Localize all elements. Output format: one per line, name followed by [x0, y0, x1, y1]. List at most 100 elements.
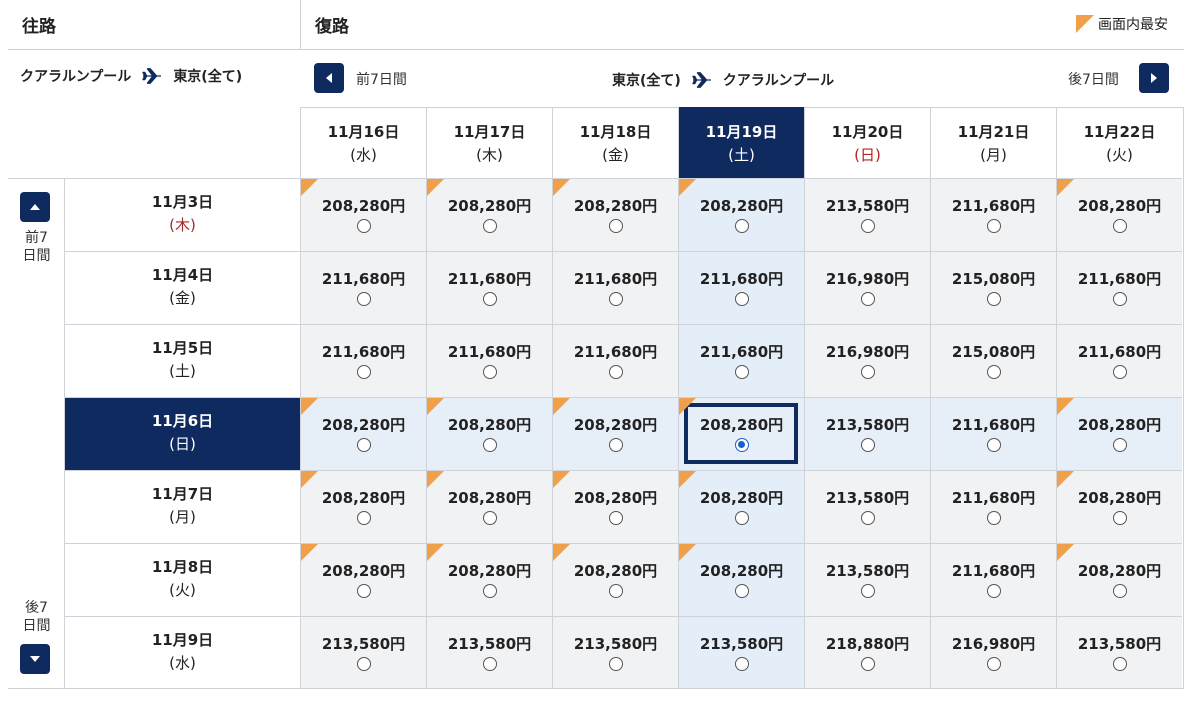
- fare-cell[interactable]: 211,680円: [426, 251, 552, 324]
- fare-radio[interactable]: [734, 219, 749, 233]
- fare-cell[interactable]: 211,680円: [300, 251, 426, 324]
- fare-radio[interactable]: [860, 657, 875, 671]
- fare-cell[interactable]: 208,280円: [426, 178, 552, 251]
- fare-cell[interactable]: 213,580円: [804, 470, 930, 543]
- fare-radio[interactable]: [356, 657, 371, 671]
- fare-radio[interactable]: [608, 292, 623, 306]
- fare-radio[interactable]: [860, 365, 875, 379]
- fare-cell[interactable]: 208,280円: [1056, 397, 1182, 470]
- fare-cell[interactable]: 213,580円: [426, 616, 552, 689]
- fare-cell[interactable]: 208,280円: [678, 543, 804, 616]
- fare-radio[interactable]: [482, 438, 497, 452]
- fare-radio[interactable]: [608, 511, 623, 525]
- fare-radio[interactable]: [986, 219, 1001, 233]
- fare-cell[interactable]: 213,580円: [300, 616, 426, 689]
- fare-cell[interactable]: 216,980円: [930, 616, 1056, 689]
- fare-cell[interactable]: 208,280円: [678, 178, 804, 251]
- fare-cell[interactable]: 208,280円: [300, 470, 426, 543]
- fare-radio[interactable]: [734, 511, 749, 525]
- fare-radio[interactable]: [482, 292, 497, 306]
- fare-radio[interactable]: [860, 511, 875, 525]
- fare-cell[interactable]: 208,280円: [552, 543, 678, 616]
- fare-cell[interactable]: 208,280円: [300, 543, 426, 616]
- outbound-next-week-label[interactable]: 後7日間: [8, 599, 65, 635]
- fare-cell[interactable]: 208,280円: [552, 178, 678, 251]
- fare-radio[interactable]: [734, 657, 749, 671]
- return-prev-week-button[interactable]: [314, 63, 344, 93]
- fare-radio[interactable]: [356, 292, 371, 306]
- fare-cell[interactable]: 208,280円: [678, 470, 804, 543]
- return-next-week-button[interactable]: [1139, 63, 1169, 93]
- fare-cell[interactable]: 211,680円: [930, 178, 1056, 251]
- fare-radio[interactable]: [1112, 365, 1127, 379]
- outbound-prev-week-button[interactable]: [20, 192, 50, 222]
- outbound-next-week-button[interactable]: [20, 644, 50, 674]
- fare-cell[interactable]: 215,080円: [930, 251, 1056, 324]
- fare-cell[interactable]: 208,280円: [678, 397, 804, 470]
- fare-radio[interactable]: [734, 365, 749, 379]
- fare-cell[interactable]: 213,580円: [804, 397, 930, 470]
- fare-radio[interactable]: [356, 219, 371, 233]
- fare-radio[interactable]: [860, 438, 875, 452]
- fare-cell[interactable]: 218,880円: [804, 616, 930, 689]
- fare-cell[interactable]: 211,680円: [930, 397, 1056, 470]
- fare-radio[interactable]: [1112, 438, 1127, 452]
- outbound-prev-week-label[interactable]: 前7日間: [8, 229, 65, 265]
- fare-cell[interactable]: 208,280円: [1056, 543, 1182, 616]
- fare-radio[interactable]: [734, 584, 749, 598]
- fare-cell[interactable]: 208,280円: [300, 397, 426, 470]
- fare-radio[interactable]: [1112, 657, 1127, 671]
- fare-cell[interactable]: 215,080円: [930, 324, 1056, 397]
- fare-cell[interactable]: 216,980円: [804, 251, 930, 324]
- fare-radio[interactable]: [986, 511, 1001, 525]
- fare-radio[interactable]: [482, 219, 497, 233]
- fare-cell[interactable]: 211,680円: [678, 324, 804, 397]
- fare-radio[interactable]: [986, 292, 1001, 306]
- fare-cell[interactable]: 211,680円: [426, 324, 552, 397]
- fare-radio[interactable]: [356, 365, 371, 379]
- fare-cell[interactable]: 211,680円: [930, 470, 1056, 543]
- fare-radio[interactable]: [986, 657, 1001, 671]
- fare-radio[interactable]: [482, 365, 497, 379]
- fare-cell[interactable]: 208,280円: [1056, 470, 1182, 543]
- fare-radio[interactable]: [356, 511, 371, 525]
- fare-cell[interactable]: 211,680円: [930, 543, 1056, 616]
- fare-radio[interactable]: [608, 365, 623, 379]
- fare-cell[interactable]: 208,280円: [552, 470, 678, 543]
- fare-radio[interactable]: [860, 584, 875, 598]
- fare-radio[interactable]: [608, 219, 623, 233]
- fare-radio[interactable]: [860, 292, 875, 306]
- fare-radio[interactable]: [860, 219, 875, 233]
- fare-radio[interactable]: [356, 438, 371, 452]
- return-prev-week-label[interactable]: 前7日間: [356, 72, 407, 88]
- fare-cell[interactable]: 216,980円: [804, 324, 930, 397]
- fare-cell[interactable]: 211,680円: [1056, 251, 1182, 324]
- fare-cell[interactable]: 208,280円: [1056, 178, 1182, 251]
- fare-radio[interactable]: [1112, 511, 1127, 525]
- fare-radio[interactable]: [986, 365, 1001, 379]
- fare-cell[interactable]: 208,280円: [426, 470, 552, 543]
- fare-cell[interactable]: 213,580円: [552, 616, 678, 689]
- fare-radio[interactable]: [608, 657, 623, 671]
- fare-cell[interactable]: 213,580円: [804, 178, 930, 251]
- fare-radio[interactable]: [608, 584, 623, 598]
- fare-radio[interactable]: [482, 657, 497, 671]
- fare-cell[interactable]: 208,280円: [426, 397, 552, 470]
- fare-radio[interactable]: [1112, 584, 1127, 598]
- fare-cell[interactable]: 208,280円: [426, 543, 552, 616]
- fare-cell[interactable]: 211,680円: [552, 324, 678, 397]
- fare-cell[interactable]: 208,280円: [552, 397, 678, 470]
- fare-radio[interactable]: [986, 584, 1001, 598]
- fare-radio[interactable]: [1112, 292, 1127, 306]
- fare-cell[interactable]: 211,680円: [678, 251, 804, 324]
- fare-cell[interactable]: 213,580円: [678, 616, 804, 689]
- fare-cell[interactable]: 208,280円: [300, 178, 426, 251]
- fare-cell[interactable]: 213,580円: [804, 543, 930, 616]
- fare-radio[interactable]: [356, 584, 371, 598]
- fare-radio[interactable]: [1112, 219, 1127, 233]
- fare-radio[interactable]: [734, 438, 749, 452]
- fare-radio[interactable]: [608, 438, 623, 452]
- fare-radio[interactable]: [986, 438, 1001, 452]
- fare-radio[interactable]: [482, 511, 497, 525]
- fare-radio[interactable]: [482, 584, 497, 598]
